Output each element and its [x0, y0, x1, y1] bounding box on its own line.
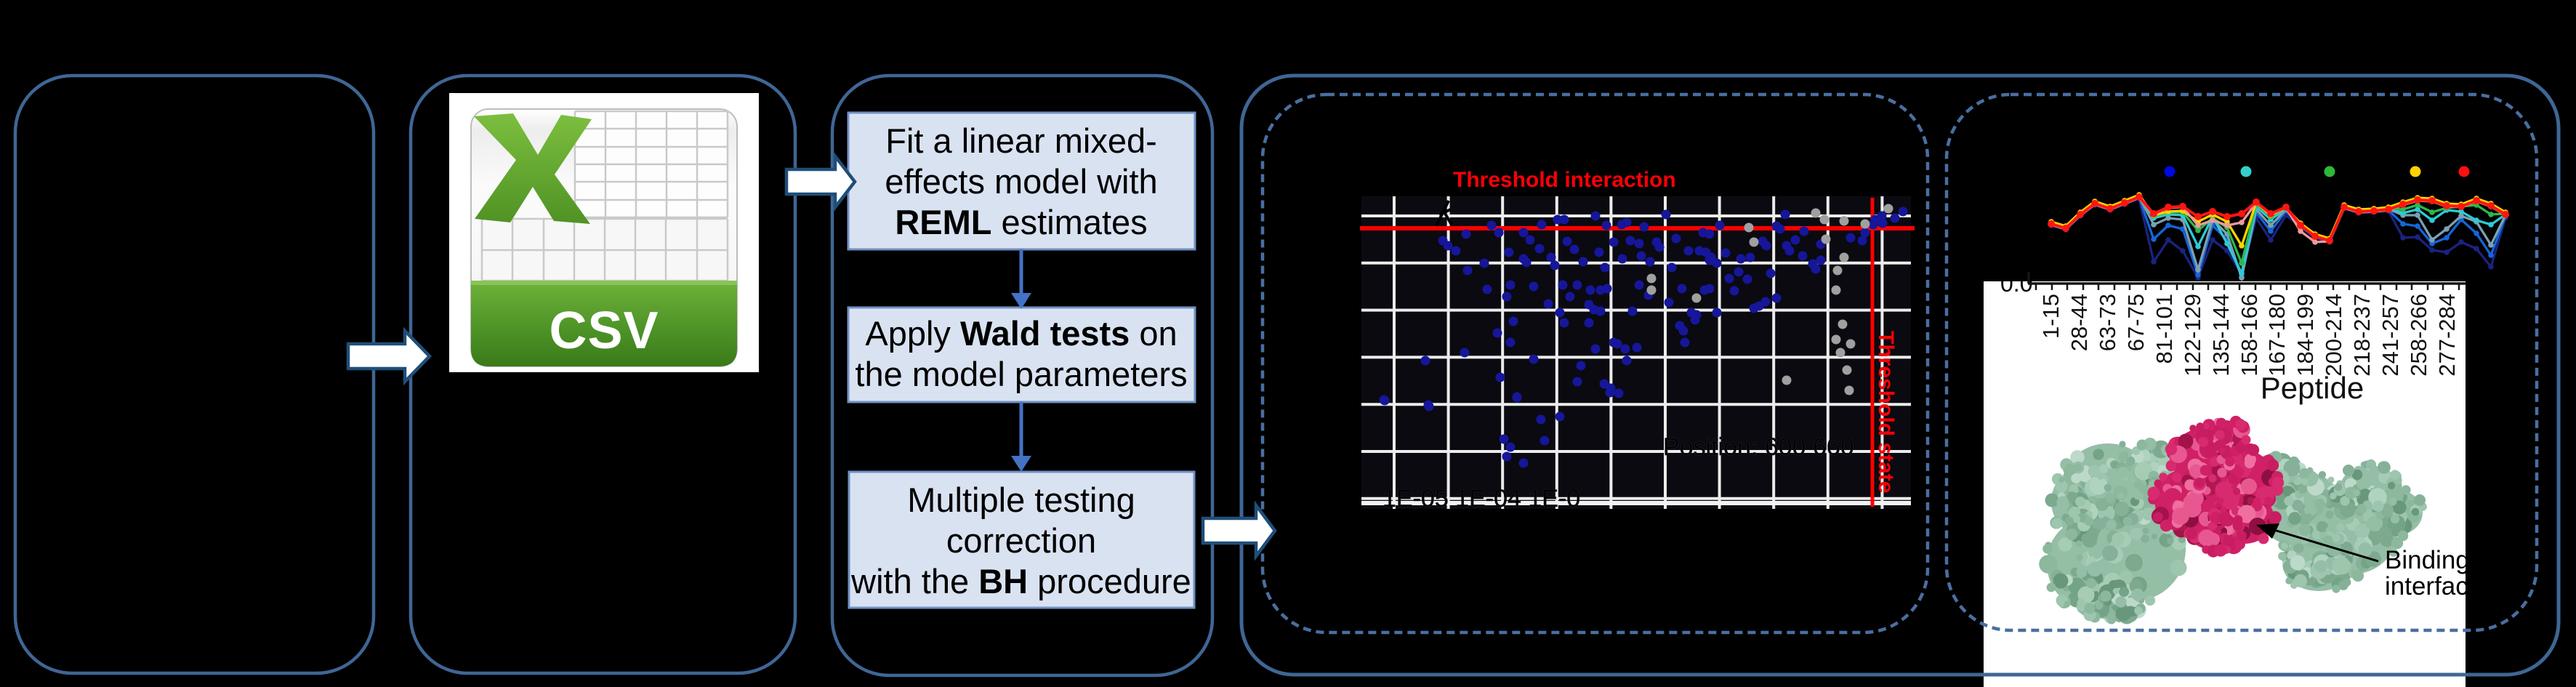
- svg-text:Peptide: Peptide: [2261, 371, 2364, 405]
- svg-text:1-15: 1-15: [2038, 294, 2064, 339]
- svg-text:67-75: 67-75: [2123, 294, 2149, 351]
- svg-text:200-214: 200-214: [2321, 294, 2346, 377]
- svg-text:184-199: 184-199: [2293, 294, 2318, 377]
- svg-text:with the BH procedure: with the BH procedure: [850, 562, 1191, 600]
- svg-text:Binding: Binding: [2385, 546, 2470, 574]
- svg-text:interface: interface: [2385, 572, 2482, 600]
- svg-text:241-257: 241-257: [2378, 294, 2403, 377]
- svg-text:81-101: 81-101: [2152, 294, 2177, 364]
- svg-text:correction: correction: [946, 521, 1096, 560]
- svg-text:0.0: 0.0: [2000, 270, 2032, 297]
- svg-text:28-44: 28-44: [2066, 294, 2092, 351]
- svg-text:218-237: 218-237: [2349, 294, 2375, 377]
- svg-text:the model parameters: the model parameters: [855, 355, 1187, 393]
- svg-text:Threshold state: Threshold state: [1874, 331, 1898, 493]
- svg-text:Position: 600 660: Position: 600 660: [1663, 433, 1854, 461]
- svg-text:Fit a linear mixed-: Fit a linear mixed-: [885, 121, 1157, 160]
- svg-text:63-73: 63-73: [2095, 294, 2120, 351]
- svg-text:Threshold interaction: Threshold interaction: [1453, 168, 1676, 192]
- svg-text:effects model with: effects model with: [885, 162, 1157, 201]
- svg-text:277-284: 277-284: [2434, 294, 2460, 377]
- svg-text:1E-05 1E-04 1E-0: 1E-05 1E-04 1E-0: [1382, 485, 1580, 513]
- svg-text:158-166: 158-166: [2237, 294, 2262, 377]
- svg-text:122-129: 122-129: [2180, 294, 2205, 377]
- svg-text:135-144: 135-144: [2208, 294, 2234, 377]
- svg-text:Apply Wald tests on: Apply Wald tests on: [865, 314, 1177, 353]
- svg-text:Multiple testing: Multiple testing: [907, 481, 1135, 519]
- svg-text:258-266: 258-266: [2406, 294, 2431, 377]
- svg-text:CSV: CSV: [549, 302, 659, 360]
- svg-text:REML estimates: REML estimates: [895, 203, 1147, 241]
- svg-text:167-180: 167-180: [2264, 294, 2290, 377]
